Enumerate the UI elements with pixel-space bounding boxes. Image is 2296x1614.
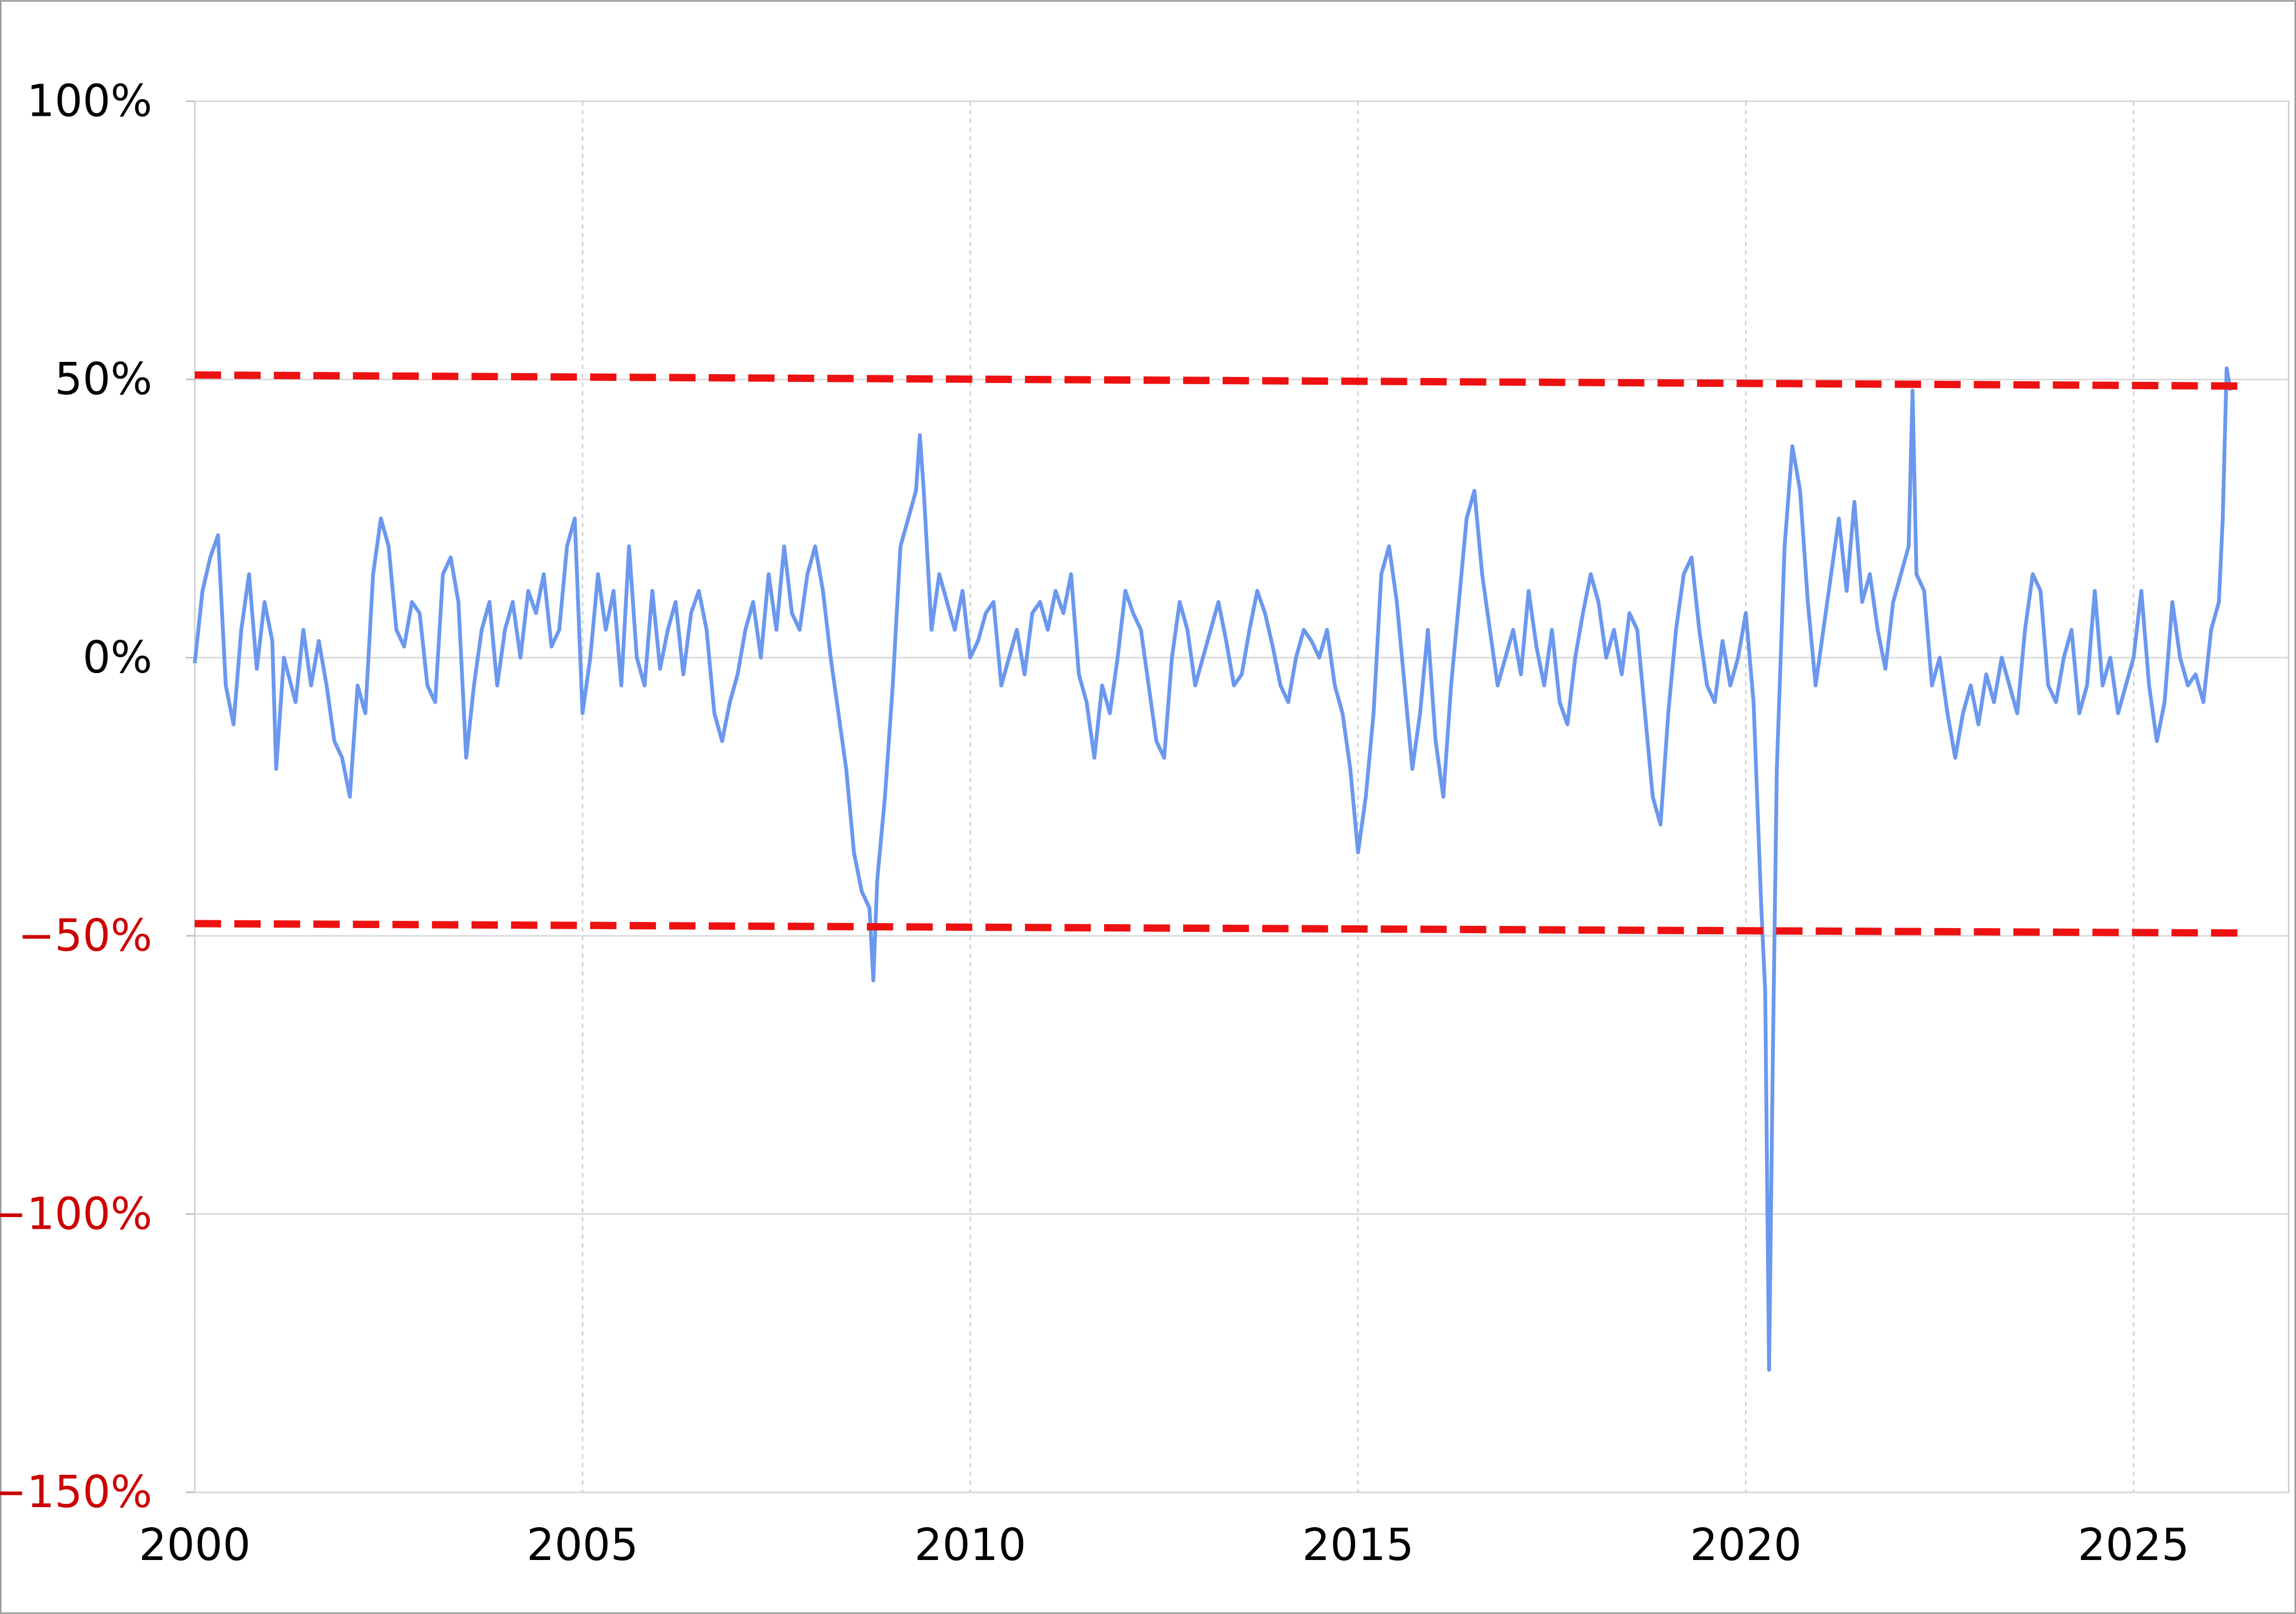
- threshold-line: [194, 371, 2250, 390]
- threshold-line: [194, 920, 2250, 937]
- y-tick-label: 100%: [27, 76, 153, 127]
- y-tick-label: −100%: [0, 1188, 153, 1239]
- y-tick-label: −50%: [18, 910, 152, 961]
- x-tick-label: 2005: [527, 1519, 639, 1571]
- x-tick-label: 2015: [1302, 1519, 1414, 1571]
- data-line: [193, 366, 2233, 1372]
- x-tick-label: 2025: [2078, 1519, 2190, 1571]
- y-tick-label: 50%: [55, 354, 152, 405]
- x-tick-label: 2020: [1690, 1519, 1802, 1571]
- x-tick-label: 2010: [914, 1519, 1026, 1571]
- y-tick-label: 0%: [82, 632, 152, 683]
- x-tick-label: 2000: [139, 1519, 251, 1571]
- y-tick-label: −150%: [0, 1466, 153, 1518]
